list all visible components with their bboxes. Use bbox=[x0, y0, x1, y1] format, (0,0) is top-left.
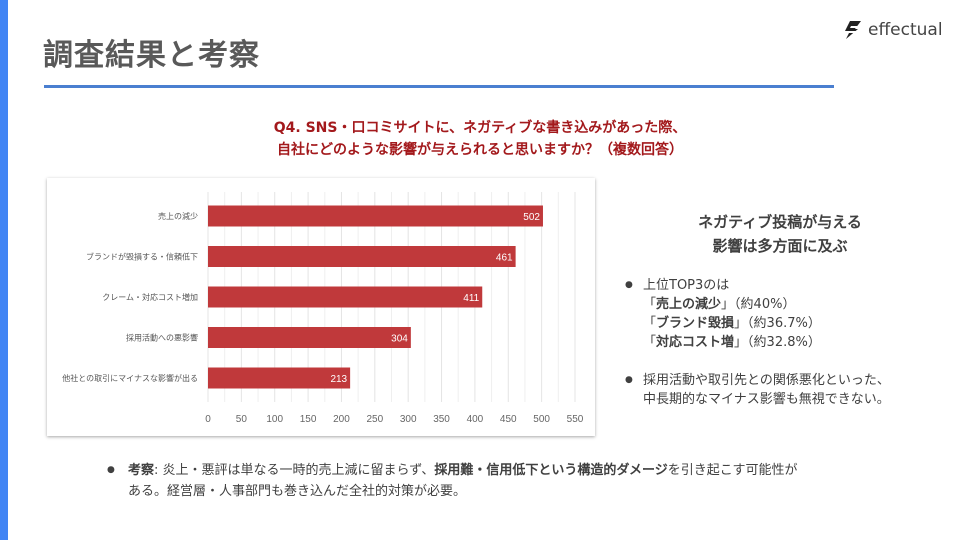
bullet-long-term-line-2: 中長期的なマイナス影響も無視できない。 bbox=[643, 392, 890, 407]
conclusion-text: 考察: 炎上・悪評は単なる一時的売上減に留まらず、採用難・信用低下という構造的ダ… bbox=[108, 460, 808, 502]
x-tick-label: 100 bbox=[266, 414, 283, 425]
x-tick-label: 350 bbox=[433, 414, 450, 425]
conclusion-label: 考察 bbox=[128, 463, 155, 478]
top3-item: 「対応コスト増」（約32.8%） bbox=[643, 333, 953, 352]
x-tick-label: 450 bbox=[500, 414, 517, 425]
bracket-open: 「 bbox=[643, 335, 657, 350]
data-label: 213 bbox=[330, 374, 347, 385]
bar bbox=[208, 246, 516, 267]
question-heading: Q4. SNS・口コミサイトに、ネガティブな書き込みがあった際、 自社にどのよう… bbox=[150, 117, 810, 161]
data-label: 502 bbox=[523, 212, 540, 223]
bullet-icon: ● bbox=[625, 375, 633, 385]
conclusion-text-1: 炎上・悪評は単なる一時的売上減に留まらず、 bbox=[158, 463, 435, 478]
bullet-top3-intro: 上位TOP3のは bbox=[643, 278, 730, 293]
bracket-close: 」 bbox=[734, 335, 748, 350]
bar bbox=[208, 205, 543, 227]
title-divider bbox=[44, 85, 834, 88]
accent-bar bbox=[0, 0, 8, 540]
x-tick-label: 150 bbox=[300, 414, 317, 425]
bracket-open: 「 bbox=[643, 297, 657, 312]
page-title: 調査結果と考察 bbox=[43, 38, 260, 73]
data-label: 411 bbox=[463, 293, 479, 304]
bullet-long-term-line-1: 採用活動や取引先との関係悪化といった、 bbox=[643, 373, 890, 388]
category-label: ブランドが毀損する・信頼低下 bbox=[86, 252, 198, 262]
summary-bullets: ● 上位TOP3のは 「売上の減少」（約40%） 「ブランド毀損」（約36.7%… bbox=[623, 276, 953, 409]
conclusion-sep: : bbox=[154, 463, 159, 478]
category-label: 売上の減少 bbox=[158, 211, 198, 221]
conclusion: ● 考察: 炎上・悪評は単なる一時的売上減に留まらず、採用難・信用低下という構造… bbox=[107, 460, 808, 502]
bar-chart: 0 50 100 150 200 250 300 350 400 450 500 550 売上の減少 50… bbox=[47, 178, 595, 436]
category-label: 採用活動への悪影響 bbox=[126, 333, 198, 343]
top3-item-label: 対応コスト増 bbox=[656, 335, 735, 350]
bullet-top3: ● 上位TOP3のは 「売上の減少」（約40%） 「ブランド毀損」（約36.7%… bbox=[623, 276, 953, 352]
logo: effectual bbox=[842, 20, 943, 40]
top3-item: 「ブランド毀損」（約36.7%） bbox=[643, 314, 953, 333]
effectual-logo-icon bbox=[845, 21, 861, 39]
x-tick-label: 300 bbox=[400, 414, 417, 425]
bar bbox=[208, 327, 411, 348]
category-label: 他社との取引にマイナスな影響が出る bbox=[62, 373, 198, 383]
chart-svg: 0 50 100 150 200 250 300 350 400 450 500 550 売上の減少 50… bbox=[62, 192, 584, 425]
bracket-close: 」 bbox=[721, 297, 735, 312]
summary-heading: ネガティブ投稿が与える 影響は多方面に及ぶ bbox=[650, 210, 910, 258]
data-label: 461 bbox=[496, 253, 513, 264]
bullet-icon: ● bbox=[107, 465, 115, 475]
top3-item: 「売上の減少」（約40%） bbox=[643, 295, 953, 314]
summary-heading-line-2: 影響は多方面に及ぶ bbox=[712, 237, 848, 255]
x-tick-label: 200 bbox=[333, 414, 350, 425]
x-tick-label: 250 bbox=[366, 414, 383, 425]
top3-item-label: 売上の減少 bbox=[656, 297, 722, 312]
summary-heading-line-1: ネガティブ投稿が与える bbox=[698, 213, 862, 231]
conclusion-text-2: を引き起こす可能性がある。経営層・人事部門も巻き込んだ全社的対策が必要。 bbox=[128, 463, 798, 499]
bullet-long-term: ● 採用活動や取引先との関係悪化といった、 中長期的なマイナス影響も無視できない… bbox=[623, 371, 953, 409]
bracket-open: 「 bbox=[643, 316, 657, 331]
x-tick-label: 400 bbox=[467, 414, 484, 425]
top3-item-percent: （約36.7%） bbox=[747, 316, 821, 331]
top3-item-percent: （約40%） bbox=[734, 297, 796, 312]
x-tick-label: 0 bbox=[205, 414, 211, 425]
category-label: クレーム・対応コスト増加 bbox=[102, 292, 198, 302]
bar bbox=[208, 367, 351, 389]
question-line-2: 自社にどのような影響が与えられると思いますか？（複数回答） bbox=[277, 142, 683, 158]
x-tick-label: 500 bbox=[533, 414, 550, 425]
conclusion-emphasis: 採用難・信用低下という構造的ダメージ bbox=[434, 463, 668, 478]
question-line-1: Q4. SNS・口コミサイトに、ネガティブな書き込みがあった際、 bbox=[273, 120, 687, 136]
bracket-close: 」 bbox=[734, 316, 748, 331]
x-tick-label: 550 bbox=[567, 414, 584, 425]
bullet-icon: ● bbox=[625, 280, 633, 290]
logo-text: effectual bbox=[868, 20, 943, 40]
bar bbox=[208, 286, 483, 308]
data-label: 304 bbox=[391, 334, 408, 345]
top3-item-percent: （約32.8%） bbox=[747, 335, 821, 350]
top3-item-label: ブランド毀損 bbox=[656, 316, 735, 331]
x-tick-label: 50 bbox=[236, 414, 248, 425]
